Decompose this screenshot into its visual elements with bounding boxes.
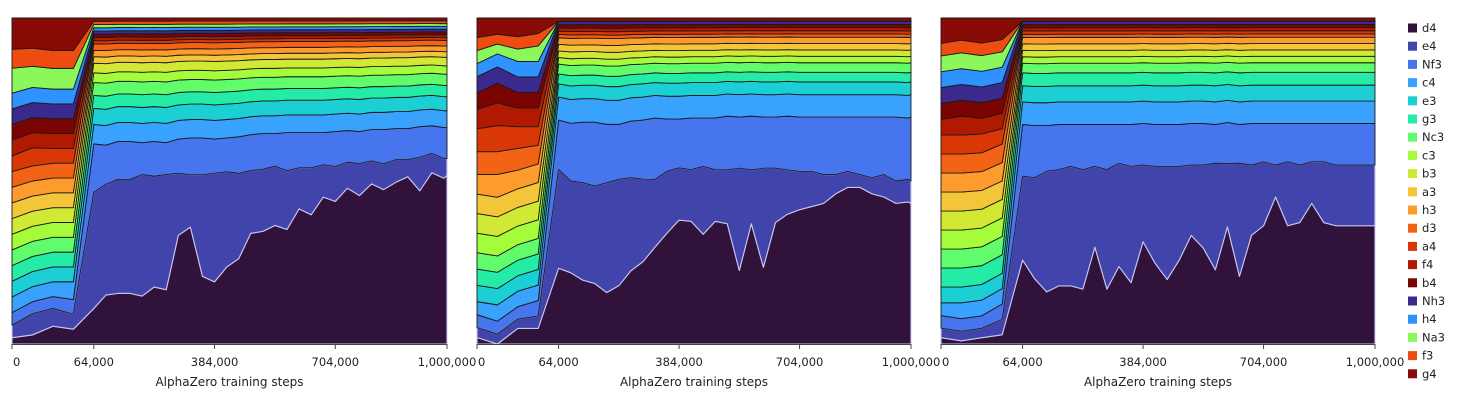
legend-label: Nc3 [1422,130,1444,144]
legend-swatch [1408,223,1417,233]
legend-item-a4: a4 [1408,239,1436,253]
legend-swatch [1408,314,1417,324]
x-axis-label: AlphaZero training steps [155,375,303,389]
x-tick-label: 1,000,000 [882,355,941,369]
legend-label: Na3 [1422,330,1445,344]
legend-item-a3: a3 [1408,185,1436,199]
legend-label: d3 [1422,221,1437,235]
legend-label: e3 [1422,94,1436,108]
chart-panel-1: 0 64,000 384,000 704,000 1,000,000 AlphaZero … [11,17,477,389]
legend-label: g4 [1422,367,1437,381]
legend-item-d3: d3 [1408,221,1437,235]
legend-item-f4: f4 [1408,258,1433,272]
legend-label: a3 [1422,185,1436,199]
legend-swatch [1408,114,1417,124]
legend-item-Nh3: Nh3 [1408,294,1445,308]
legend-label: c4 [1422,76,1436,90]
x-tick-label: 0 [942,355,949,369]
x-axis-label: AlphaZero training steps [1084,375,1232,389]
x-tick-label: 384,000 [1119,355,1167,369]
area-series-g4 [11,17,448,52]
legend-swatch [1408,150,1417,160]
legend-item-g3: g3 [1408,112,1437,126]
chart-panels: 0 64,000 384,000 704,000 1,000,000 AlphaZero … [11,17,1405,389]
x-tick-label: 1,000,000 [1346,355,1405,369]
legend-label: b3 [1422,167,1437,181]
legend-swatch [1408,96,1417,106]
legend-label: Nf3 [1422,57,1442,71]
legend-item-d4: d4 [1408,21,1437,35]
legend-label: c3 [1422,148,1436,162]
legend-label: g3 [1422,112,1437,126]
area-series-g4 [476,17,912,39]
legend-swatch [1408,132,1417,142]
area-series-g4 [940,17,1376,44]
legend-item-h3: h3 [1408,203,1437,217]
x-tick-label: 384,000 [191,355,239,369]
chart-panel-3: 0 64,000 384,000 704,000 1,000,000 AlphaZero … [940,17,1405,389]
legend-swatch [1408,169,1417,179]
x-tick-label: 704,000 [1240,355,1288,369]
legend-item-Nf3: Nf3 [1408,57,1442,71]
legend-item-h4: h4 [1408,312,1437,326]
legend-swatch [1408,351,1417,361]
legend-swatch [1408,41,1417,51]
x-tick-label: 384,000 [655,355,703,369]
legend-item-e4: e4 [1408,39,1436,53]
legend-label: h3 [1422,203,1437,217]
legend-item-b4: b4 [1408,276,1437,290]
legend-swatch [1408,187,1417,197]
x-tick-label: 704,000 [312,355,360,369]
legend-item-e3: e3 [1408,94,1436,108]
legend-item-c4: c4 [1408,76,1436,90]
chart-panel-2: 0 64,000 384,000 704,000 1,000,000 AlphaZero … [476,17,941,389]
legend-label: Nh3 [1422,294,1445,308]
x-tick-label: 64,000 [74,355,114,369]
legend-item-Nc3: Nc3 [1408,130,1444,144]
legend: d4 e4 Nf3 c4 e3 g3 Nc3 c3 b3 a3 h3 d3 a4 f4 b4 Nh3 h4 Na3… [1408,21,1445,381]
legend-label: h4 [1422,312,1437,326]
legend-label: b4 [1422,276,1437,290]
x-axis-label: AlphaZero training steps [620,375,768,389]
legend-swatch [1408,369,1417,379]
legend-swatch [1408,332,1417,342]
legend-swatch [1408,59,1417,69]
legend-label: a4 [1422,239,1436,253]
x-tick-label: 64,000 [538,355,578,369]
x-tick-label: 1,000,000 [418,355,477,369]
x-tick-label: 704,000 [776,355,824,369]
legend-swatch [1408,23,1417,33]
legend-swatch [1408,260,1417,270]
legend-item-b3: b3 [1408,167,1437,181]
legend-item-g4: g4 [1408,367,1437,381]
x-tick-label: 0 [478,355,485,369]
legend-swatch [1408,296,1417,306]
legend-label: f3 [1422,349,1433,363]
legend-swatch [1408,205,1417,215]
x-tick-label: 0 [13,355,20,369]
legend-label: d4 [1422,21,1437,35]
legend-item-Na3: Na3 [1408,330,1445,344]
legend-label: e4 [1422,39,1436,53]
legend-item-f3: f3 [1408,349,1433,363]
legend-swatch [1408,278,1417,288]
legend-item-c3: c3 [1408,148,1436,162]
x-tick-label: 64,000 [1002,355,1042,369]
legend-label: f4 [1422,258,1433,272]
legend-swatch [1408,241,1417,251]
legend-swatch [1408,78,1417,88]
